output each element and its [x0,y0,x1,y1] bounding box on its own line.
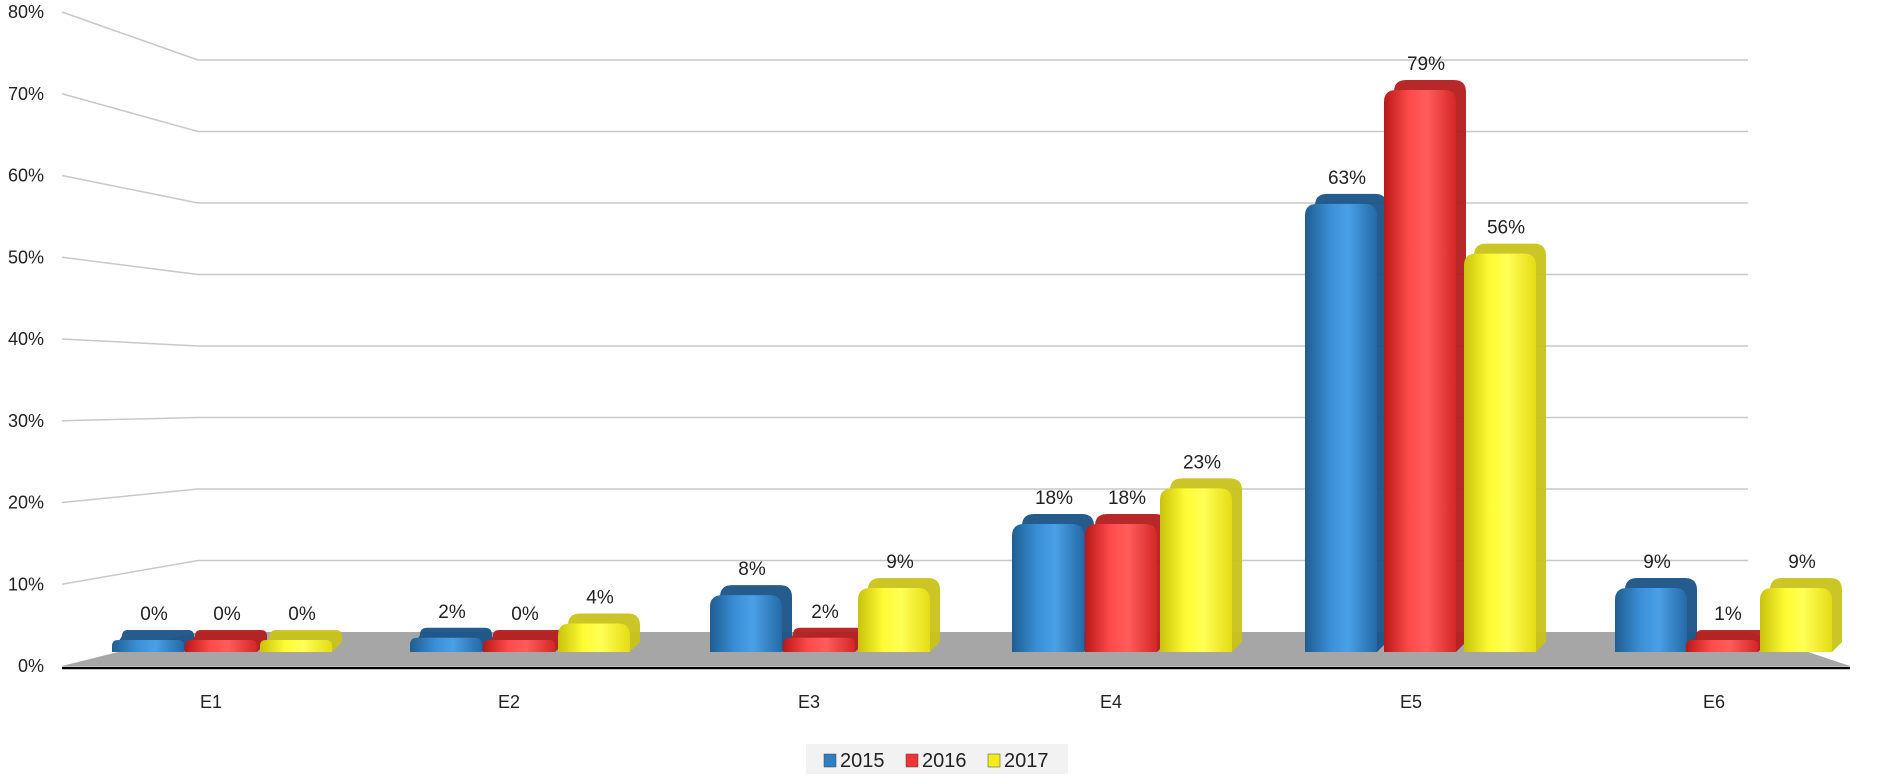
x-tick-label: E2 [498,692,520,712]
data-label: 1% [1714,604,1742,625]
y-tick-label: 40% [8,329,44,349]
legend-swatch [987,753,1001,768]
bar [185,640,257,652]
bar [1760,587,1832,652]
bar [1384,90,1456,652]
x-tick-label: E1 [200,692,222,712]
y-tick-label: 50% [8,247,44,267]
side-wall-gridline [61,559,199,585]
data-label: 79% [1407,54,1445,75]
bar [783,637,855,652]
bar [260,640,332,652]
bars [112,80,1842,653]
y-tick-label: 70% [8,84,44,104]
data-label: 0% [288,604,316,625]
data-label: 0% [213,604,241,625]
legend-label: 2017 [1004,750,1049,772]
side-wall-gridline [61,338,199,347]
x-tick-label: E6 [1703,692,1725,712]
bar [1160,488,1232,652]
legend-box [806,744,1068,774]
data-label: 18% [1108,488,1146,509]
bar [112,640,184,652]
data-labels: 0% 0% 0% 2% 0% 4% 8% 2% 9% 18% 18% 23% 63% 79% 56% 9% 1%… [140,54,1816,625]
bar [710,595,782,652]
axes: 0% 10% 20% 30% 40% 50% 60% 70% 80% E1 E2 E3 E4 E5 E6 [8,2,1850,712]
y-tick-label: 60% [8,166,44,186]
data-label: 23% [1183,452,1221,473]
bar [1305,203,1377,652]
side-wall-gridline [61,11,199,61]
legend-swatch [905,753,919,768]
legend: 2015 2016 2017 [806,744,1068,774]
x-tick-label: E4 [1100,692,1122,712]
legend-label: 2016 [922,750,967,772]
bar [1615,587,1687,652]
data-label: 9% [1643,552,1671,573]
x-tick-label: E3 [798,692,820,712]
y-tick-label: 20% [8,493,44,513]
bar [558,623,630,652]
x-tick-label: E5 [1400,692,1422,712]
data-label: 0% [140,604,168,625]
data-label: 9% [886,552,914,573]
data-label: 4% [586,588,614,609]
bar [1085,523,1157,652]
legend-label: 2015 [840,750,885,772]
data-label: 8% [738,559,766,580]
bar [858,587,930,652]
side-wall-gridline [61,256,199,276]
y-tick-label: 80% [8,2,44,22]
bar [1012,523,1084,652]
side-wall-gridline [61,93,199,133]
y-tick-label: 10% [8,574,44,594]
bar [483,640,555,652]
side-wall-gridline [61,174,199,204]
data-label: 2% [438,602,466,623]
data-label: 18% [1035,488,1073,509]
data-label: 56% [1487,218,1525,239]
bar [1464,253,1536,653]
bar [410,637,482,652]
bar [1686,640,1758,652]
data-label: 2% [811,602,839,623]
y-tick-label: 0% [18,656,44,676]
legend-swatch [823,753,837,768]
side-wall-gridline [61,416,199,422]
data-label: 0% [511,604,539,625]
side-wall-gridline [61,488,199,504]
y-tick-label: 30% [8,411,44,431]
gridlines [61,11,1748,585]
data-label: 9% [1788,552,1816,573]
data-label: 63% [1328,168,1366,189]
